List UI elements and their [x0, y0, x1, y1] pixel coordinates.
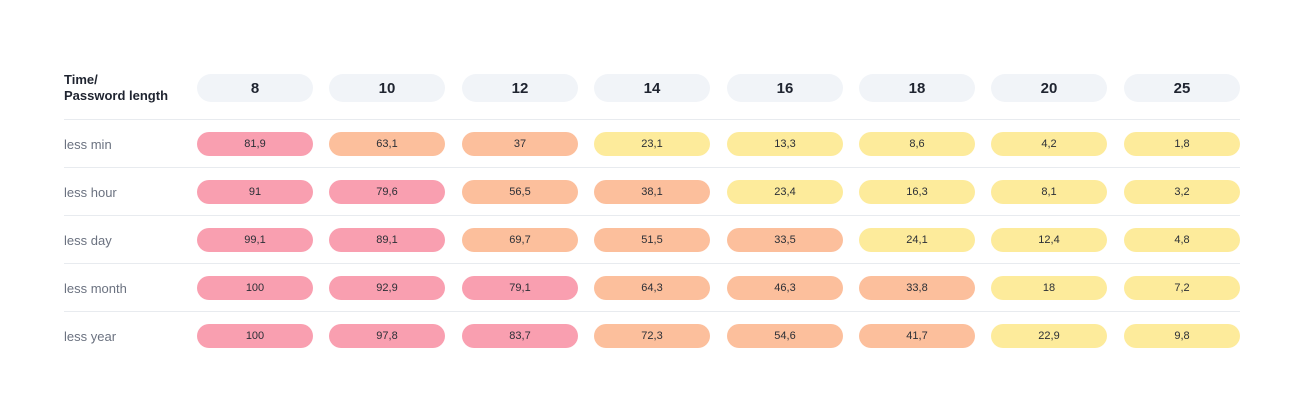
heatmap-cell: 13,3 [727, 132, 843, 156]
heatmap-cell: 72,3 [594, 324, 710, 348]
column-header-16: 16 [727, 74, 843, 102]
heatmap-cell: 54,6 [727, 324, 843, 348]
row-label: less day [64, 232, 112, 248]
column-header-14: 14 [594, 74, 710, 102]
heatmap-cell: 23,1 [594, 132, 710, 156]
heatmap-cell: 38,1 [594, 180, 710, 204]
heatmap-cell: 37 [462, 132, 578, 156]
heatmap-cell: 4,2 [991, 132, 1107, 156]
row-divider [64, 119, 1240, 120]
heatmap-cell: 22,9 [991, 324, 1107, 348]
column-header-25: 25 [1124, 74, 1240, 102]
row-divider [64, 263, 1240, 264]
heatmap-cell: 46,3 [727, 276, 843, 300]
heatmap-cell: 23,4 [727, 180, 843, 204]
heatmap-cell: 24,1 [859, 228, 975, 252]
heatmap-cell: 41,7 [859, 324, 975, 348]
heatmap-cell: 92,9 [329, 276, 445, 300]
row-label: less year [64, 328, 117, 344]
corner-label-line2: Password length [64, 88, 169, 103]
heatmap-cell: 64,3 [594, 276, 710, 300]
heatmap-cell: 100 [197, 324, 313, 348]
heatmap-cell: 51,5 [594, 228, 710, 252]
heatmap-cell: 69,7 [462, 228, 578, 252]
heatmap-cell: 56,5 [462, 180, 578, 204]
heatmap-cell: 83,7 [462, 324, 578, 348]
column-header-10: 10 [329, 74, 445, 102]
heatmap-cell: 7,2 [1124, 276, 1240, 300]
heatmap-cell: 12,4 [991, 228, 1107, 252]
heatmap-cell: 4,8 [1124, 228, 1240, 252]
heatmap-cell: 33,5 [727, 228, 843, 252]
heatmap-cell: 18 [991, 276, 1107, 300]
heatmap-cell: 89,1 [329, 228, 445, 252]
heatmap-cell: 79,6 [329, 180, 445, 204]
row-divider [64, 215, 1240, 216]
corner-label-line1: Time/ [64, 72, 98, 87]
row-label: less hour [64, 184, 117, 200]
heatmap-cell: 8,1 [991, 180, 1107, 204]
row-divider [64, 167, 1240, 168]
column-header-12: 12 [462, 74, 578, 102]
heatmap-cell: 99,1 [197, 228, 313, 252]
column-header-18: 18 [859, 74, 975, 102]
row-label: less min [64, 136, 112, 152]
corner-header: Time/ Password length [64, 72, 168, 104]
heatmap-cell: 63,1 [329, 132, 445, 156]
row-divider [64, 311, 1240, 312]
heatmap-cell: 9,8 [1124, 324, 1240, 348]
column-header-8: 8 [197, 74, 313, 102]
heatmap-cell: 97,8 [329, 324, 445, 348]
heatmap-cell: 81,9 [197, 132, 313, 156]
heatmap-cell: 16,3 [859, 180, 975, 204]
column-header-20: 20 [991, 74, 1107, 102]
heatmap-cell: 8,6 [859, 132, 975, 156]
heatmap-cell: 79,1 [462, 276, 578, 300]
row-label: less month [64, 280, 127, 296]
heatmap-cell: 100 [197, 276, 313, 300]
heatmap-cell: 33,8 [859, 276, 975, 300]
heatmap-cell: 91 [197, 180, 313, 204]
heatmap-cell: 1,8 [1124, 132, 1240, 156]
heatmap-cell: 3,2 [1124, 180, 1240, 204]
